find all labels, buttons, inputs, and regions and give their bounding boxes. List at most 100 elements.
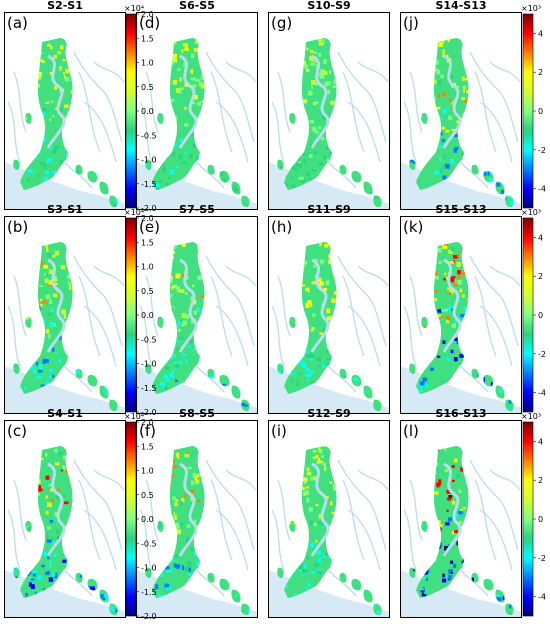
colorbar-gradient — [125, 217, 137, 413]
colorbar-tick-label: -2 — [538, 350, 546, 359]
panel-letter: (f) — [139, 422, 156, 440]
colorbar-tick-label: 4 — [538, 437, 543, 446]
colorbar-right: ×10³ 4 2 0 -2 -4 — [521, 208, 546, 413]
colorbar-multiplier: ×10⁴ — [124, 4, 144, 13]
colorbar-tick-label: -1.0 — [141, 156, 157, 165]
colorbar-tick-label: -2.0 — [141, 408, 157, 417]
colorbar-tick-label: -0.5 — [141, 539, 157, 548]
river-channels — [7, 255, 125, 393]
panel-frame — [400, 216, 522, 414]
panel-title: S7-S5 — [179, 203, 215, 216]
panel-title: S11-S9 — [307, 203, 350, 216]
map-panel: S4-S1 (c) — [4, 407, 126, 618]
panel-title: S10-S9 — [307, 0, 350, 12]
colorbar-tick-label: 1.0 — [141, 263, 154, 272]
colorbar-multiplier: ×10³ — [521, 412, 541, 421]
colorbar-tick-label: 2.0 — [141, 10, 154, 19]
river-channels — [139, 51, 257, 189]
colorbar-multiplier: ×10⁴ — [124, 412, 144, 421]
panel-letter: (d) — [139, 14, 160, 32]
colorbar-tick-label: 0.5 — [141, 83, 154, 92]
river-channels — [139, 459, 257, 597]
panel-title: S2-S1 — [47, 0, 83, 12]
colorbar-tick-label: -2.0 — [141, 204, 157, 213]
main-river — [46, 54, 66, 149]
map-panel: S2-S1 (a) — [4, 0, 126, 210]
colorbar-tick-label: -2 — [538, 146, 546, 155]
colorbar-tick-label: -1.0 — [141, 564, 157, 573]
map-panel: S11-S9 (h) — [268, 203, 390, 414]
colorbar-tick-label: 4 — [538, 233, 543, 242]
colorbar-gradient — [522, 421, 534, 617]
main-river — [178, 258, 198, 353]
main-river — [46, 258, 66, 353]
panel-frame — [268, 420, 390, 618]
panel-frame — [268, 216, 390, 414]
main-river — [442, 462, 462, 557]
map-panel: S12-S9 (i) — [268, 407, 390, 618]
colorbars-layer: ×10⁴2.01.51.00.50.0-0.5-1.0-1.5-2.0×10³4… — [124, 4, 546, 621]
map-panel: S16-S13 (l) — [400, 407, 522, 618]
panel-frame — [400, 12, 522, 210]
panel-title: S4-S1 — [47, 407, 83, 420]
panel-letter: (j) — [403, 14, 419, 32]
panel-letter: (i) — [271, 422, 287, 440]
colorbar-tick-label: -0.5 — [141, 335, 157, 344]
panel-title: S14-S13 — [435, 0, 486, 12]
colorbar-tick-label: 1.5 — [141, 238, 154, 247]
main-river — [310, 258, 330, 353]
colorbar-gradient — [522, 217, 534, 413]
river-channels — [403, 459, 521, 597]
colorbar-right: ×10³ 4 2 0 -2 -4 — [521, 4, 546, 209]
colorbar-tick-label: 2 — [538, 272, 543, 281]
colorbar-tick-label: -1.5 — [141, 384, 157, 393]
main-river — [178, 54, 198, 149]
colorbar-gradient — [522, 13, 534, 209]
main-river — [310, 462, 330, 557]
colorbar-tick-label: -2.0 — [141, 612, 157, 621]
panel-letter: (g) — [271, 14, 292, 32]
colorbar-tick-label: 1.5 — [141, 34, 154, 43]
colorbar-right: ×10³ 4 2 0 -2 -4 — [521, 412, 546, 617]
colorbar-tick-label: -4 — [538, 389, 546, 398]
panel-letter: (a) — [7, 14, 28, 32]
colorbar-tick-label: 2 — [538, 476, 543, 485]
map-panel: S6-S5 (d) — [136, 0, 258, 210]
colorbar-tick-label: -2 — [538, 554, 546, 563]
river-channels — [271, 459, 389, 597]
panel-title: S16-S13 — [435, 407, 486, 420]
colorbar-tick-label: 0.5 — [141, 287, 154, 296]
river-channels — [271, 255, 389, 393]
main-river — [178, 462, 198, 557]
colorbar-multiplier: ×10⁴ — [124, 208, 144, 217]
colorbar-tick-label: -1.5 — [141, 588, 157, 597]
colorbar-tick-label: 1.0 — [141, 59, 154, 68]
panel-letter: (c) — [7, 422, 27, 440]
colorbar-tick-label: 0.0 — [141, 515, 154, 524]
panel-frame — [268, 12, 390, 210]
colorbar-tick-label: -4 — [538, 593, 546, 602]
colorbar-multiplier: ×10³ — [521, 4, 541, 13]
colorbar-tick-label: 0 — [538, 311, 543, 320]
colorbar-gradient — [125, 13, 137, 209]
colorbar-gradient — [125, 421, 137, 617]
river-channels — [139, 255, 257, 393]
colorbar-tick-label: -4 — [538, 185, 546, 194]
river-channels — [7, 459, 125, 597]
panel-letter: (e) — [139, 218, 160, 236]
panel-frame — [4, 216, 126, 414]
main-river — [442, 54, 462, 149]
panels-layer: S2-S1 (a) S6-S5 (d) S10-S9 (g) S14-S13 (j) S3-S1… — [4, 0, 522, 618]
panel-letter: (b) — [7, 218, 28, 236]
panel-letter: (l) — [403, 422, 419, 440]
colorbar-tick-label: 4 — [538, 29, 543, 38]
river-channels — [7, 51, 125, 189]
river-channels — [271, 51, 389, 189]
panel-title: S12-S9 — [307, 407, 350, 420]
main-river — [46, 462, 66, 557]
map-panel: S14-S13 (j) — [400, 0, 522, 210]
colorbar-multiplier: ×10³ — [521, 208, 541, 217]
main-river — [442, 258, 462, 353]
